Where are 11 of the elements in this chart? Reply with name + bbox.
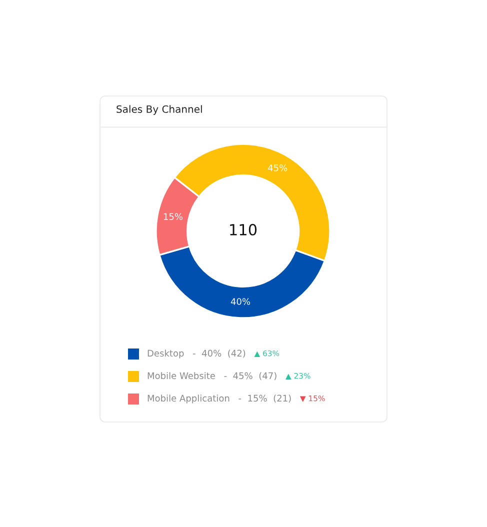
text: - 45% (47) [224, 372, 276, 380]
data-label: 45% [268, 164, 288, 172]
legend-label: Mobile Application [148, 394, 230, 404]
data-label: 15% [164, 213, 183, 220]
data-label: 40% [230, 298, 250, 305]
legend-label: Mobile Website [148, 372, 215, 380]
text: - 15% (21) [238, 394, 291, 403]
text: - 40% (42) [193, 350, 246, 358]
legend-label: Desktop [148, 350, 184, 358]
chart-title: Sales By Channel [116, 105, 202, 115]
text: 110 [230, 224, 257, 236]
